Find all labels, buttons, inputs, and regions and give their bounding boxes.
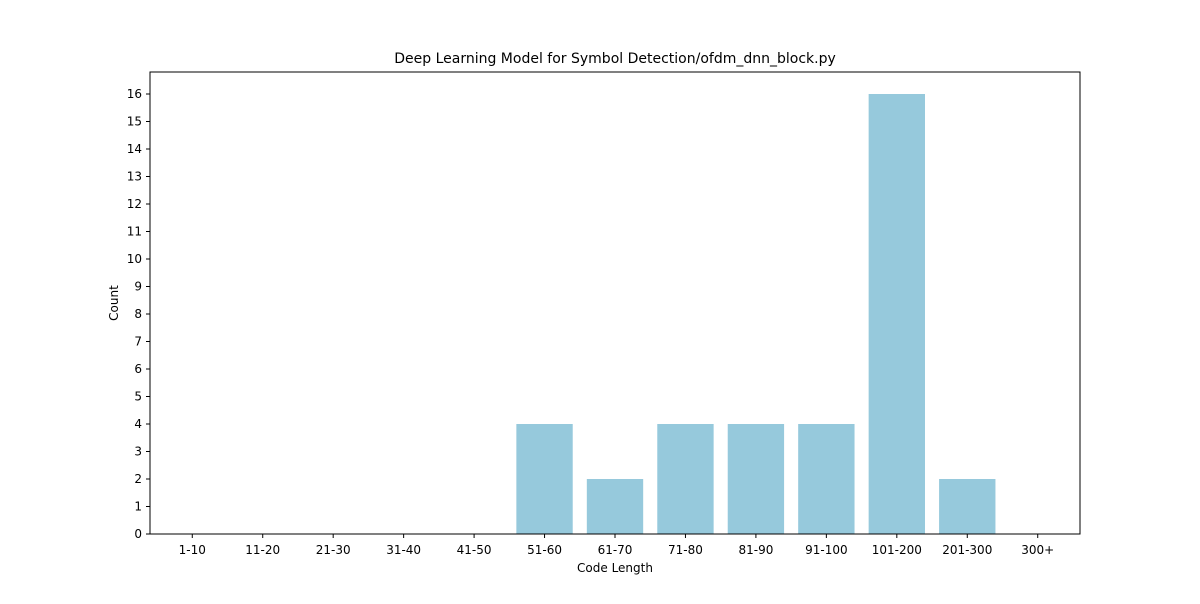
x-axis-title: Code Length <box>577 561 653 575</box>
y-tick-label: 3 <box>134 445 142 459</box>
bar-101-200 <box>868 94 925 534</box>
y-tick-label: 11 <box>127 225 142 239</box>
y-tick-label: 12 <box>127 197 142 211</box>
chart-title: Deep Learning Model for Symbol Detection… <box>394 51 836 67</box>
bar-61-70 <box>586 479 644 534</box>
y-tick-label: 16 <box>127 87 142 101</box>
y-tick-label: 0 <box>134 527 142 541</box>
x-tick-label: 21-30 <box>316 543 351 557</box>
y-tick-label: 15 <box>127 115 142 129</box>
x-tick-label: 91-100 <box>805 543 848 557</box>
x-tick-label: 1-10 <box>179 543 206 557</box>
y-tick-label: 2 <box>134 472 142 486</box>
bar-51-60 <box>516 424 573 534</box>
y-tick-label: 4 <box>134 417 142 431</box>
y-tick-label: 8 <box>134 307 142 321</box>
y-tick-label: 5 <box>134 390 142 404</box>
y-tick-label: 14 <box>127 142 142 156</box>
x-tick-label: 300+ <box>1021 543 1054 557</box>
x-axis: 1-10 11-20 21-30 31-40 41-50 51-60 61-70 71-80 8… <box>179 534 1054 557</box>
y-tick-label: 6 <box>134 362 142 376</box>
bars <box>516 94 996 534</box>
bar-71-80 <box>657 424 714 534</box>
x-tick-label: 201-300 <box>942 543 992 557</box>
y-axis-title: Count <box>107 285 121 321</box>
y-tick-label: 1 <box>134 500 142 514</box>
bar-91-100 <box>798 424 855 534</box>
x-tick-label: 11-20 <box>245 543 280 557</box>
plot-frame <box>149 71 1081 535</box>
x-tick-label: 41-50 <box>457 543 492 557</box>
x-tick-label: 31-40 <box>386 543 421 557</box>
y-tick-label: 9 <box>134 280 142 294</box>
bar-201-300 <box>939 479 996 534</box>
x-tick-label: 51-60 <box>527 543 562 557</box>
x-tick-label: 61-70 <box>598 543 633 557</box>
bar-81-90 <box>727 424 785 534</box>
y-tick-label: 13 <box>127 170 142 184</box>
y-tick-label: 7 <box>134 335 142 349</box>
x-tick-label: 101-200 <box>872 543 922 557</box>
x-tick-label: 81-90 <box>738 543 773 557</box>
y-tick-label: 10 <box>127 252 142 266</box>
x-tick-label: 71-80 <box>668 543 703 557</box>
